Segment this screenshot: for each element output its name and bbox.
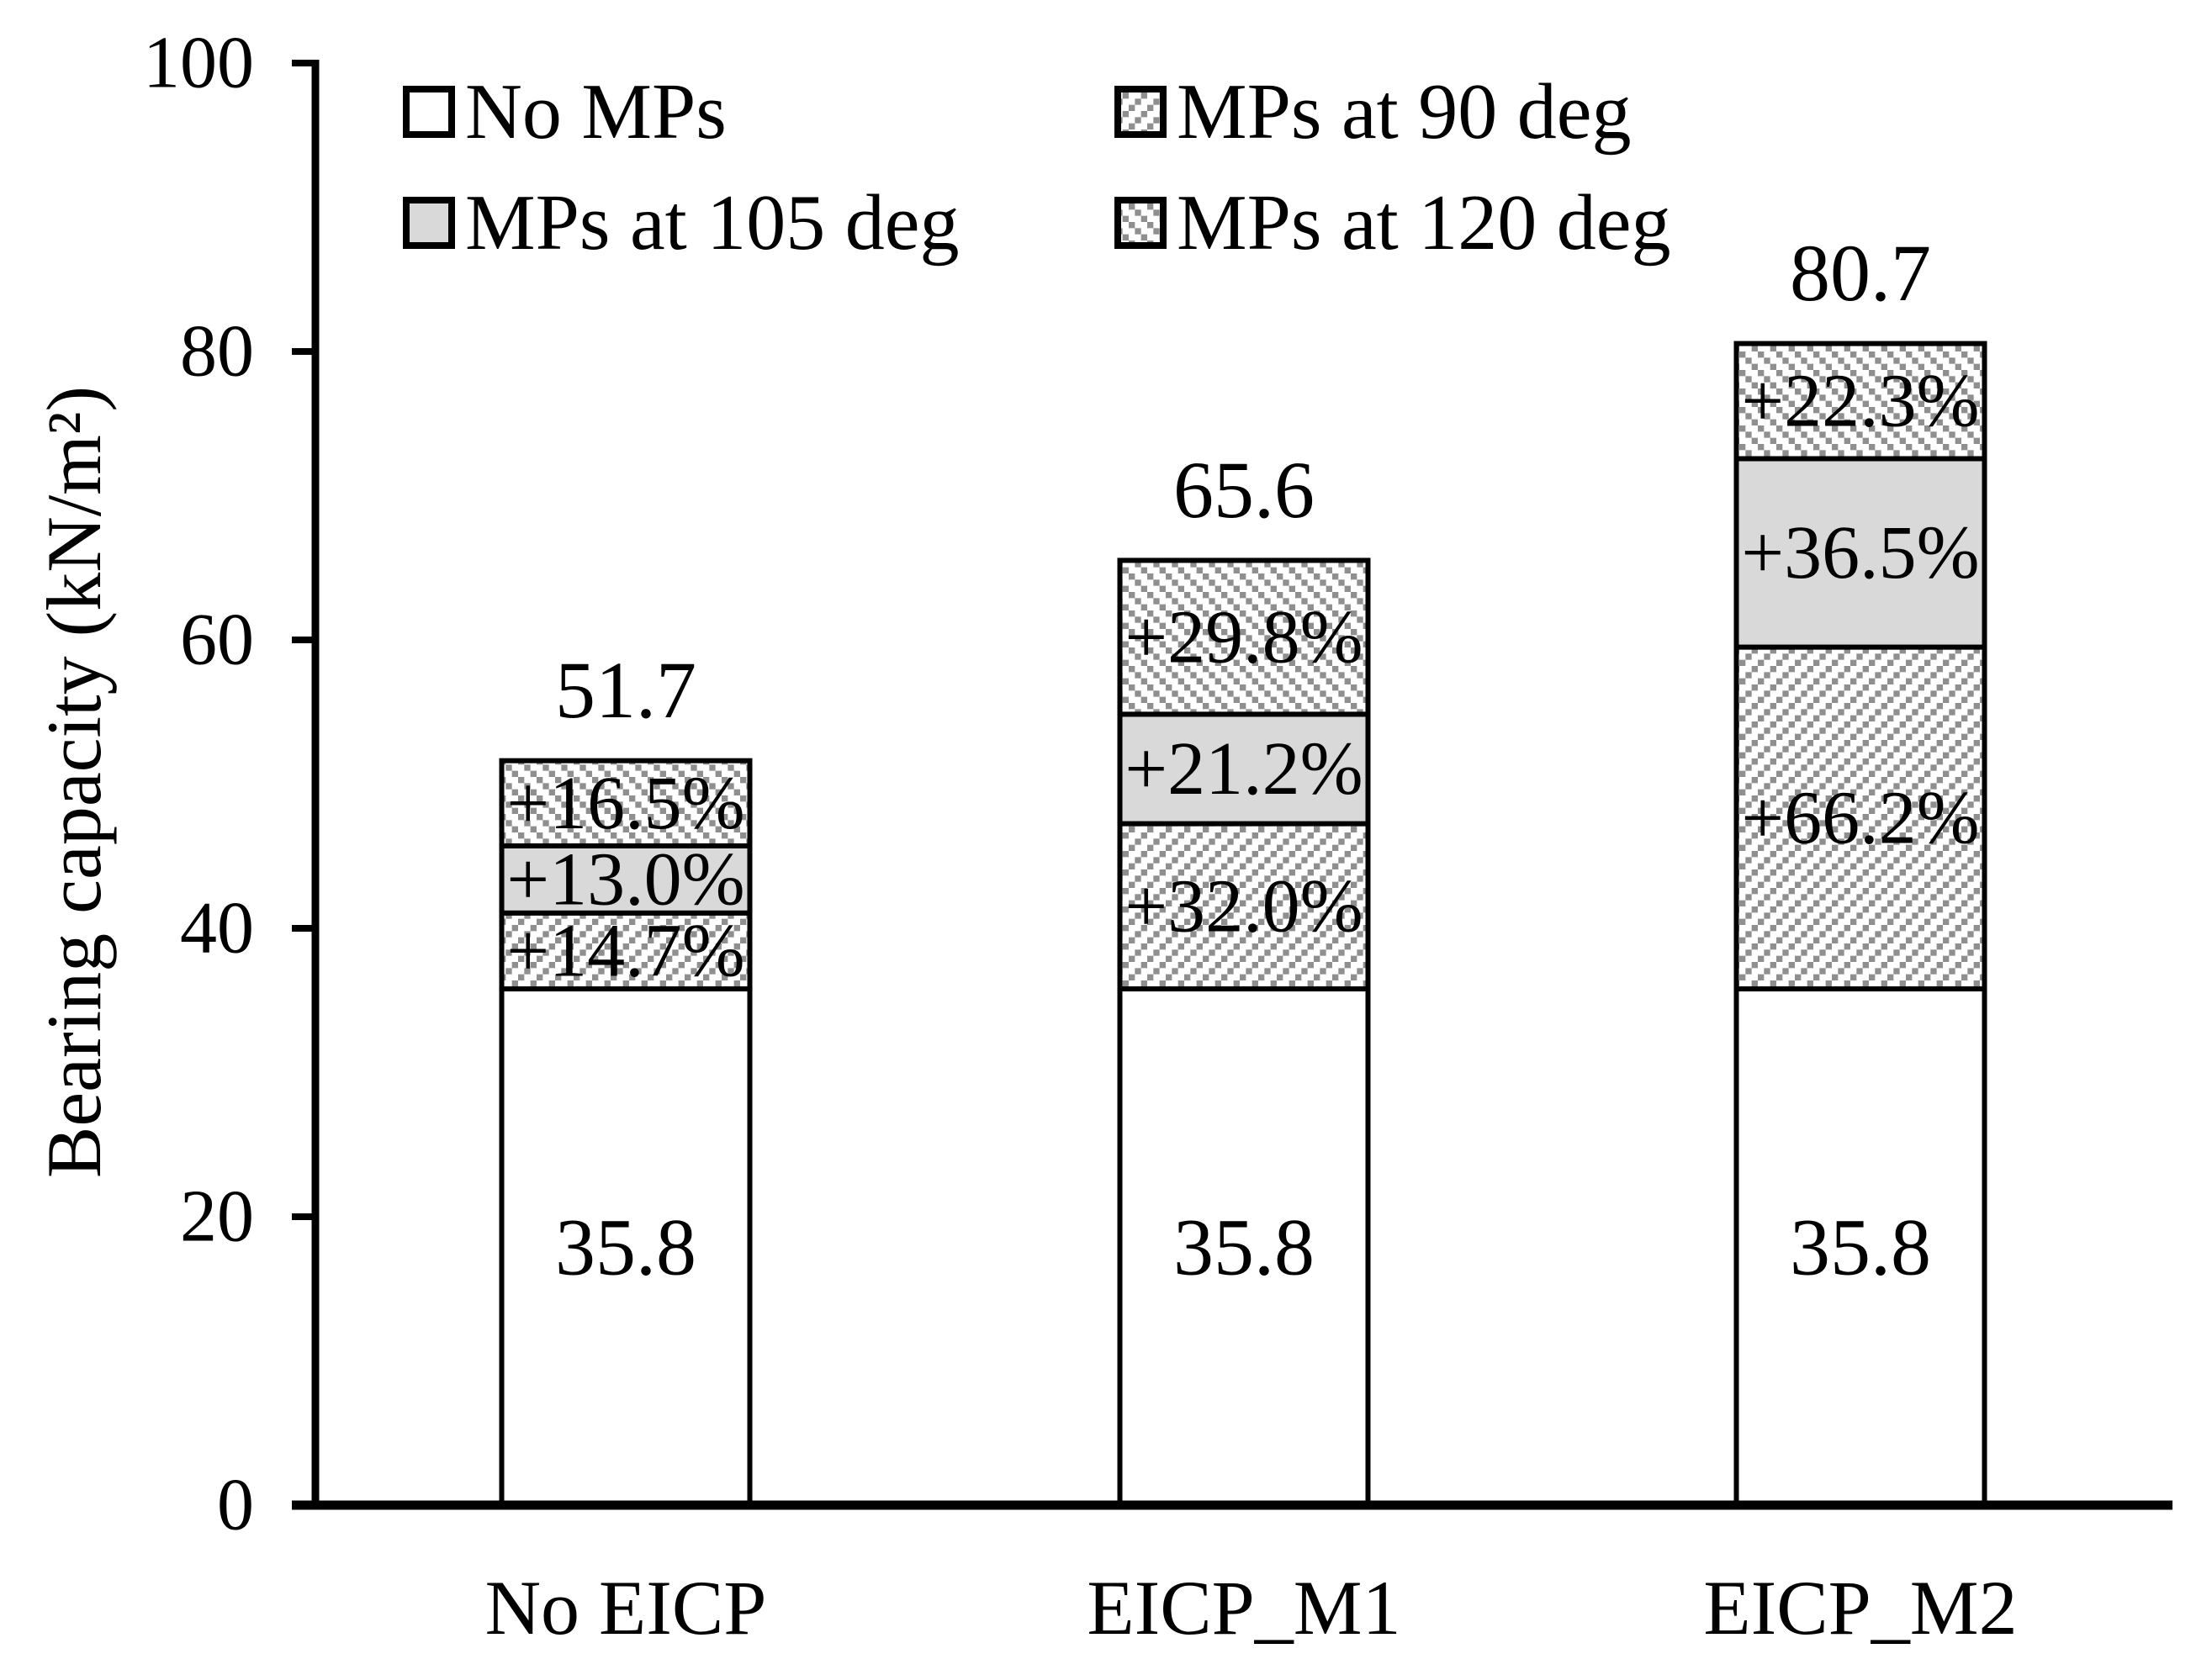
legend-swatch-mps-90	[1114, 86, 1167, 138]
bars-group: 35.8 +14.7%+13.0%+16.5% 51.7 35.8 +32.0% +21.…	[499, 228, 1987, 1508]
legend: No MPs MPs at 90 deg MPs at 105 deg MPs …	[403, 68, 1671, 267]
legend-label-mps-120: MPs at 120 deg	[1177, 179, 1671, 267]
x-category-label-eicp-m1: EICP_M1	[1087, 1565, 1400, 1651]
bar-segment-label-EICP_M2-mps-at-90-deg: +66.2%	[1741, 776, 1979, 859]
legend-swatch-mps-105	[403, 197, 455, 249]
bar-total-label-No EICP: 51.7	[555, 645, 696, 735]
bar-segment-No EICP-no-mps	[499, 986, 753, 1508]
bar-segment-label-No EICP-mps-at-105-deg: +13.0%	[506, 838, 744, 921]
bar-segment-EICP_M2-mps-at-120-deg	[1733, 341, 1987, 462]
bar-segment-EICP_M2-mps-at-105-deg	[1733, 456, 1987, 650]
y-axis-tick-labels: 100 80 60 40 20 0	[143, 23, 254, 1546]
bar-segment-EICP_M1-no-mps	[1117, 986, 1371, 1508]
bar-segment-label-EICP_M2-mps-at-105-deg: +36.5%	[1741, 511, 1979, 594]
y-tick-label-80: 80	[180, 311, 254, 393]
legend-item-no-mps: No MPs	[403, 68, 727, 156]
y-tick-label-20: 20	[180, 1176, 254, 1258]
legend-swatch-mps-120	[1114, 197, 1167, 249]
x-category-label-no-eicp: No EICP	[485, 1565, 767, 1651]
legend-swatch-no-mps	[403, 86, 455, 138]
y-tick-label-100: 100	[143, 23, 254, 104]
bar-segment-No EICP-mps-at-105-deg	[499, 843, 753, 916]
bar-segment-label-EICP_M1-no-mps: 35.8	[1173, 1202, 1315, 1292]
bar-segment-EICP_M1-mps-at-120-deg	[1117, 557, 1371, 717]
legend-label-no-mps: No MPs	[465, 68, 727, 156]
bar-segment-label-EICP_M2-mps-at-120-deg: +22.3%	[1741, 360, 1979, 443]
bar-segment-label-EICP_M1-mps-at-120-deg: +29.8%	[1125, 595, 1363, 679]
x-category-label-eicp-m2: EICP_M2	[1703, 1565, 2017, 1651]
bar-segment-label-No EICP-mps-at-90-deg: +14.7%	[506, 909, 744, 992]
bar-segment-label-EICP_M1-mps-at-105-deg: +21.2%	[1125, 727, 1363, 811]
legend-label-mps-90: MPs at 90 deg	[1177, 68, 1632, 156]
legend-item-mps-120: MPs at 120 deg	[1114, 179, 1671, 267]
bar-segment-label-EICP_M1-mps-at-90-deg: +32.0%	[1125, 864, 1363, 948]
bar-segment-label-EICP_M2-no-mps: 35.8	[1790, 1202, 1931, 1292]
y-tick-label-60: 60	[180, 600, 254, 681]
bar-segment-label-No EICP-no-mps: 35.8	[555, 1202, 696, 1292]
y-tick-label-0: 0	[217, 1465, 254, 1546]
bar-segment-EICP_M2-no-mps	[1733, 986, 1987, 1508]
y-tick-label-40: 40	[180, 888, 254, 970]
legend-item-mps-105: MPs at 105 deg	[403, 179, 960, 267]
legend-label-mps-105: MPs at 105 deg	[465, 179, 960, 267]
y-axis-ticks	[292, 60, 315, 1220]
bar-total-label-EICP_M1: 65.6	[1173, 445, 1315, 535]
y-axis-title: Bearing capacity (kN/m²)	[31, 386, 117, 1178]
bar-segment-EICP_M1-mps-at-90-deg	[1117, 821, 1371, 992]
legend-item-mps-90: MPs at 90 deg	[1114, 68, 1632, 156]
bar-segment-No EICP-mps-at-120-deg	[499, 758, 753, 848]
bar-total-label-EICP_M2: 80.7	[1790, 228, 1931, 318]
bar-segment-label-No EICP-mps-at-120-deg: +16.5%	[506, 762, 744, 845]
x-axis-category-labels: No EICP EICP_M1 EICP_M2	[485, 1565, 2018, 1651]
bar-segment-No EICP-mps-at-90-deg	[499, 910, 753, 992]
